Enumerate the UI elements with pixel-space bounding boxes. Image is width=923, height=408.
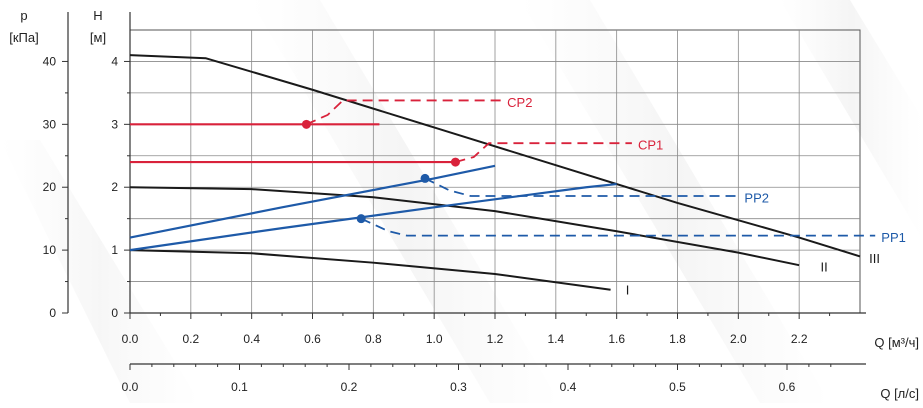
series-leader-pp1 [360,217,876,237]
series-label-pp1: PP1 [881,230,906,245]
series-label-iii: III [869,251,880,266]
h-tick-label: 2 [111,180,118,194]
q-m3h-tick-label: 0.8 [365,332,382,346]
q-ls-tick-label: 0.4 [560,380,577,394]
q-ls-tick-label: 0.1 [231,380,248,394]
p-tick-label: 30 [43,117,57,131]
q-m3h-axis-title: Q [м³/ч] [874,335,919,350]
operating-point-cp1 [450,157,460,167]
p-tick-label: 0 [49,306,56,320]
axis-titles: p [кПа] H [м] Q [м³/ч] Q [л/с] [9,8,919,401]
p-tick-label: 20 [43,180,57,194]
q-m3h-tick-label: 1.4 [547,332,564,346]
q-ls-tick-label: 0.5 [669,380,686,394]
operating-point-pp1 [356,214,366,224]
q-m3h-tick-label: 1.0 [426,332,443,346]
q-ls-tick-label: 0.0 [122,380,139,394]
q-m3h-tick-label: 0.0 [122,332,139,346]
series-leader-pp2 [424,177,739,197]
series-layer [129,54,876,291]
series-line-pp1 [129,182,617,252]
h-axis-unit: [м] [90,30,106,45]
q-m3h-tick-label: 2.0 [730,332,747,346]
q-ls-tick-label: 0.2 [341,380,358,394]
series-label-cp2: CP2 [507,95,532,110]
p-tick-label: 40 [43,54,57,68]
series-label-cp1: CP1 [638,138,663,153]
series-line-i [129,249,611,291]
p-axis-unit: [кПа] [9,30,39,45]
q-m3h-tick-label: 0.4 [243,332,260,346]
p-axis-title: p [20,8,27,23]
grid [129,29,861,314]
series-line-iii [129,54,861,258]
h-axis-title: H [93,8,102,23]
operating-point-cp2 [301,119,311,129]
h-tick-label: 4 [111,54,118,68]
q-m3h-tick-label: 2.2 [791,332,808,346]
h-tick-label: 3 [111,117,118,131]
h-tick-label: 0 [111,306,118,320]
series-label-pp2: PP2 [744,191,769,206]
q-m3h-tick-label: 1.8 [669,332,686,346]
series-line-ii [129,186,800,267]
q-ls-tick-label: 0.3 [450,380,467,394]
q-m3h-tick-label: 1.6 [608,332,625,346]
series-leader-cp2 [306,99,502,126]
q-m3h-tick-label: 0.6 [304,332,321,346]
q-m3h-tick-label: 0.2 [182,332,199,346]
series-leader-cp1 [455,142,632,163]
series-label-ii: II [820,260,827,275]
q-ls-tick-label: 0.6 [779,380,796,394]
operating-point-pp2 [420,173,430,183]
series-line-pp2 [129,164,496,239]
series-label-i: I [626,282,630,297]
p-tick-label: 10 [43,243,57,257]
q-m3h-tick-label: 1.2 [487,332,504,346]
q-ls-axis-title: Q [л/с] [880,386,919,401]
h-tick-label: 1 [111,243,118,257]
